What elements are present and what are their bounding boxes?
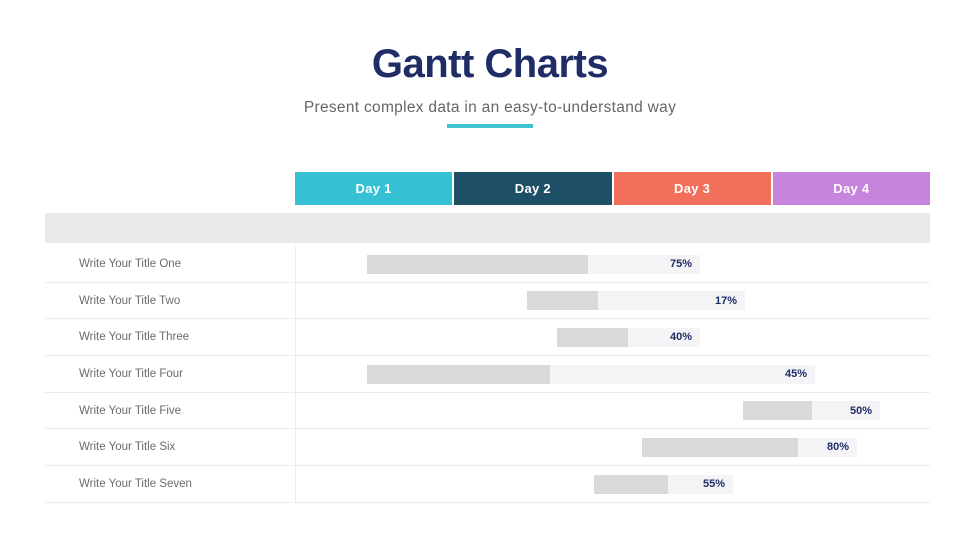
row-label: Write Your Title Four — [79, 367, 183, 380]
row-label: Write Your Title Seven — [79, 477, 192, 490]
day-header-1: Day 1 — [295, 172, 453, 205]
row-label: Write Your Title One — [79, 257, 182, 270]
row-label: Write Your Title Three — [79, 331, 190, 344]
gantt-bar-fill — [527, 291, 598, 311]
page-subtitle: Present complex data in an easy-to-under… — [303, 99, 677, 116]
gantt-bar-track: 55% — [594, 474, 733, 494]
gantt-bar-fill — [594, 474, 668, 494]
gantt-bar-fill — [367, 364, 550, 384]
percent-label: 75% — [669, 258, 692, 270]
day-header-2: Day 2 — [454, 172, 612, 205]
gantt-bar-fill — [367, 254, 588, 274]
percent-label: 17% — [714, 294, 737, 307]
gantt-row: Write Your Title Three 40% — [45, 319, 930, 357]
percent-label: 40% — [669, 331, 692, 344]
gantt-bar-track: 50% — [743, 401, 880, 421]
gantt-row: Write Your Title Six 80% — [45, 429, 930, 467]
percent-label: 80% — [826, 441, 849, 454]
day-header-3: Day 3 — [613, 172, 771, 205]
title-underline-accent — [447, 124, 533, 128]
gantt-bar-fill — [557, 327, 628, 347]
day-header-row: Day 1 Day 2 Day 3 Day 4 — [295, 172, 930, 205]
page-title: Gantt Charts — [371, 42, 609, 86]
percent-label: 55% — [702, 478, 725, 491]
gantt-bar-track: 75% — [367, 254, 700, 274]
gantt-bar-track: 17% — [527, 291, 745, 311]
row-label: Write Your Title Two — [79, 294, 181, 307]
gantt-row: Write Your Title Five 50% — [45, 393, 930, 430]
day-header-4: Day 4 — [772, 172, 930, 205]
label-column-divider — [295, 246, 296, 503]
gantt-bar-track: 80% — [642, 437, 857, 457]
gantt-row: Write Your Title One 75% — [45, 246, 930, 283]
gantt-row: Write Your Title Two 17% — [45, 283, 930, 320]
gantt-bar-track: 40% — [557, 327, 700, 347]
gantt-row: Write Your Title Four 45% — [45, 356, 930, 393]
percent-label: 50% — [849, 404, 872, 417]
row-label: Write Your Title Six — [79, 441, 176, 454]
gantt-bar-fill — [642, 437, 798, 457]
gantt-row: Write Your Title Seven 55% — [45, 466, 930, 503]
percent-label: 45% — [784, 368, 807, 381]
gantt-bar-fill — [743, 401, 812, 421]
row-label: Write Your Title Five — [79, 404, 182, 417]
table-header-band — [45, 213, 930, 243]
gantt-bar-track: 45% — [367, 364, 815, 384]
gantt-rows: Write Your Title One 75% Write Your Title … — [45, 246, 930, 503]
